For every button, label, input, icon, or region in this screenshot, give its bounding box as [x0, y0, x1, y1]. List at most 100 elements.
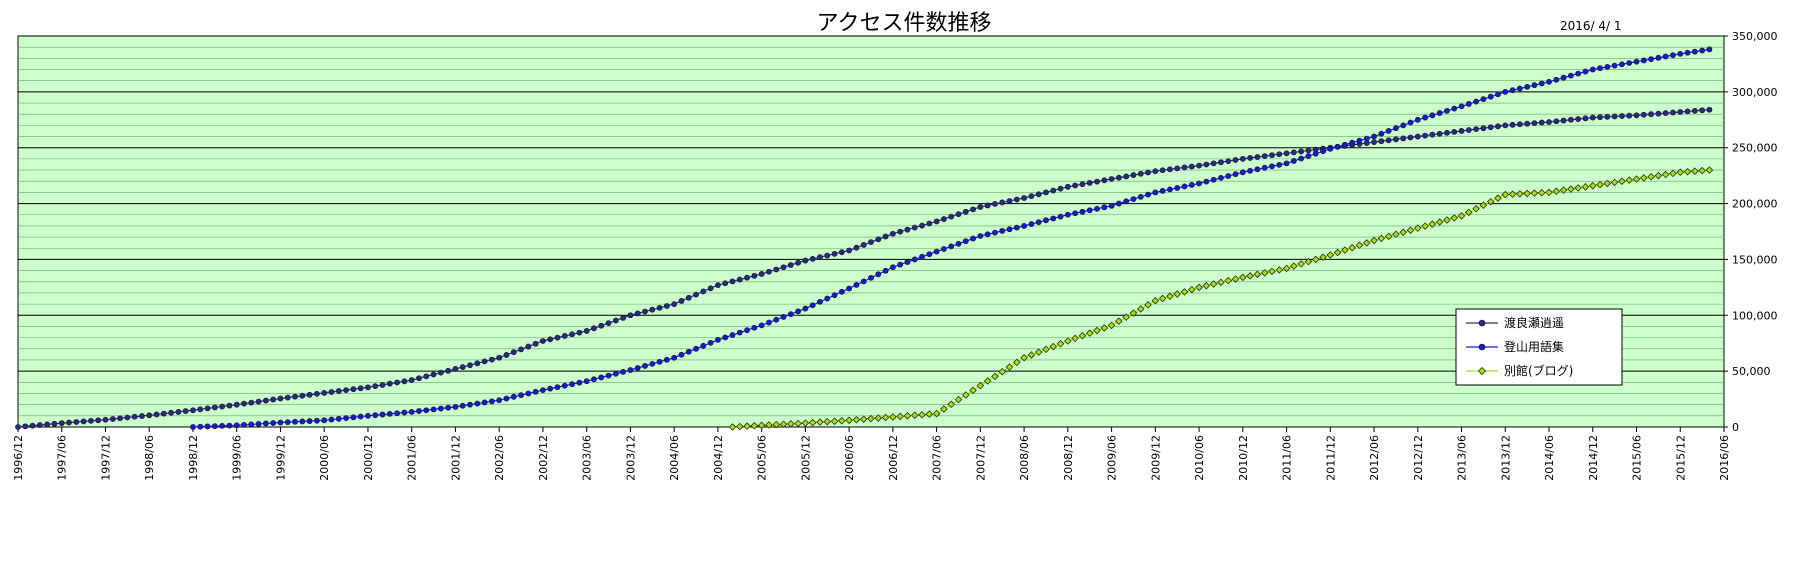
- series-point: [1516, 190, 1524, 198]
- series-point: [693, 345, 699, 352]
- series-point: [1079, 208, 1086, 215]
- series-point: [868, 274, 874, 281]
- series-point: [1654, 171, 1663, 180]
- series-point: [1072, 210, 1079, 217]
- series-point: [423, 373, 430, 380]
- series-point: [335, 388, 342, 394]
- series-point: [1625, 176, 1633, 184]
- series-point: [350, 414, 357, 421]
- series-point: [1341, 141, 1348, 148]
- series-point: [430, 406, 437, 413]
- series-point: [1414, 116, 1421, 123]
- series-point: [437, 369, 444, 376]
- series-point: [926, 220, 933, 227]
- series-point: [714, 282, 721, 289]
- series-point: [1239, 169, 1246, 176]
- series-point: [693, 291, 699, 298]
- series-point: [1473, 126, 1480, 132]
- series-group: [15, 46, 1714, 431]
- series-point: [663, 356, 670, 363]
- series-point: [160, 410, 167, 417]
- series-point: [787, 262, 794, 268]
- series-point: [889, 264, 896, 271]
- series-point: [977, 204, 984, 210]
- x-tick-label: 1998/06: [143, 435, 156, 481]
- series-point: [685, 294, 692, 301]
- series-point: [714, 336, 721, 343]
- series-point: [197, 423, 204, 430]
- series-point: [357, 385, 364, 392]
- legend-item: 別館(ブログ): [1466, 363, 1573, 378]
- series-point: [1465, 208, 1473, 217]
- series-point: [620, 368, 627, 375]
- x-tick-label: 2009/12: [1149, 435, 1162, 481]
- series-point: [1604, 113, 1611, 120]
- series-point: [1537, 189, 1546, 197]
- series-point: [932, 409, 941, 418]
- series-point: [1188, 163, 1195, 170]
- x-tick-label: 1996/12: [12, 435, 25, 481]
- series-point: [642, 308, 648, 315]
- series-point: [1064, 337, 1072, 345]
- series-point: [1473, 98, 1480, 105]
- series-point: [1559, 186, 1568, 194]
- series-point: [219, 422, 226, 429]
- series-point: [634, 365, 641, 371]
- series-point: [933, 248, 940, 255]
- series-point: [467, 362, 473, 369]
- series-point: [379, 382, 386, 388]
- series-point: [1640, 174, 1648, 182]
- series-point: [1575, 70, 1582, 77]
- series-point: [758, 271, 765, 277]
- series-point: [255, 421, 262, 427]
- series-point: [321, 390, 328, 396]
- x-tick-label: 2007/12: [974, 435, 987, 481]
- series-point: [1159, 188, 1166, 194]
- series-point: [270, 396, 277, 403]
- series-point: [1319, 253, 1327, 261]
- series-point: [1574, 184, 1582, 192]
- series-point: [474, 360, 481, 367]
- series-point: [874, 414, 883, 422]
- series-point: [277, 395, 284, 402]
- series-point: [1684, 49, 1691, 56]
- y-tick-label: 150,000: [1732, 253, 1778, 266]
- series-point: [779, 420, 788, 428]
- series-point: [925, 410, 934, 418]
- series-point: [51, 420, 58, 427]
- series-point: [197, 406, 204, 413]
- series-point: [1049, 342, 1058, 351]
- series-point: [838, 416, 846, 425]
- series-point: [372, 412, 379, 419]
- series-point: [241, 421, 247, 428]
- series-point: [1123, 198, 1130, 205]
- series-point: [467, 401, 473, 408]
- series-point: [649, 306, 656, 313]
- series-point: [1261, 164, 1268, 171]
- series-point: [1516, 121, 1523, 128]
- series-point: [1371, 139, 1377, 146]
- series-point: [532, 388, 539, 395]
- series-point: [1451, 128, 1458, 135]
- series-point: [1450, 214, 1459, 222]
- series-point: [66, 419, 72, 426]
- series-point: [1283, 160, 1290, 167]
- series-point: [1698, 166, 1706, 175]
- series-point: [1531, 82, 1538, 89]
- series-point: [321, 417, 328, 424]
- series-point: [1078, 332, 1087, 340]
- series-point: [386, 380, 393, 387]
- series-point: [73, 419, 80, 425]
- series-point: [277, 419, 284, 426]
- series-point: [1028, 221, 1035, 227]
- series-point: [569, 331, 575, 338]
- series-point: [868, 239, 874, 246]
- x-tick-label: 2014/12: [1587, 435, 1600, 481]
- series-point: [948, 243, 955, 250]
- series-point: [445, 404, 452, 411]
- series-point: [1144, 301, 1152, 309]
- series-point: [882, 233, 889, 240]
- series-point: [1152, 189, 1159, 196]
- series-point: [1254, 154, 1261, 160]
- series-point: [1320, 148, 1326, 155]
